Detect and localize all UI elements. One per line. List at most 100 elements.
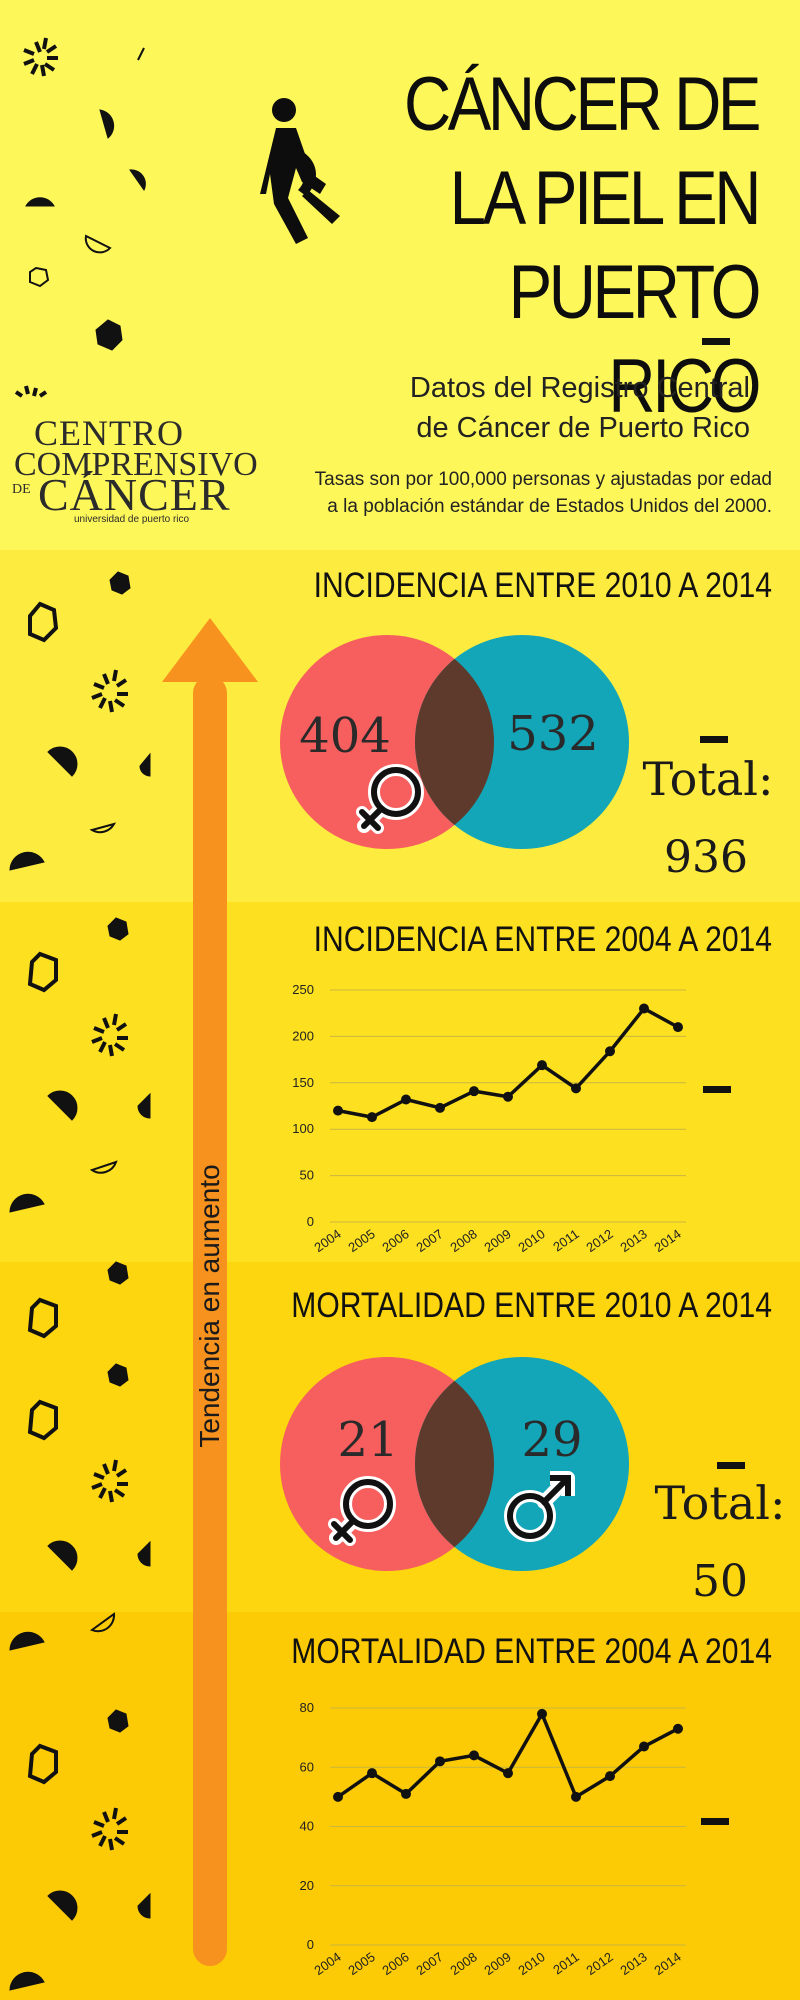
half-circle-icon [9,1971,45,1991]
sunburst-icon [14,385,48,398]
data-point [673,1022,683,1033]
arrow-shaft [193,676,227,1966]
logo: CENTRO COMPRENSIVO DE CÁNCER universidad… [12,412,258,530]
title-line: LA PIEL EN [449,156,762,241]
sunburst-icon [23,37,58,77]
arrow-head [162,618,258,682]
data-point [435,1756,445,1767]
x-tick-label: 2009 [481,1226,513,1255]
half-circle-icon [25,197,55,207]
data-point [605,1046,615,1057]
y-tick-label: 40 [300,1819,314,1834]
data-point [435,1102,445,1113]
venn-male-value: 532 [507,706,599,762]
half-circle-icon [47,1090,78,1121]
half-circle-icon [137,1892,151,1919]
hexagon-outline-icon [27,951,58,993]
hexagon-icon [109,571,131,595]
hexagon-icon [107,1363,129,1387]
y-tick-label: 200 [292,1028,314,1043]
data-point [639,1741,649,1752]
x-tick-label: 2006 [379,1949,411,1978]
y-tick-label: 250 [292,982,314,997]
series-line [336,1712,679,1799]
hexagon-icon [107,917,129,941]
y-tick-label: 0 [307,1937,314,1952]
total-value: 50 [692,1556,748,1607]
y-tick-label: 150 [292,1075,314,1090]
x-tick-label: 2014 [651,1226,683,1255]
data-point [673,1723,683,1734]
half-circle-icon [129,169,146,191]
hexagon-icon [107,1709,129,1733]
data-point [367,1768,377,1779]
dash-icon [700,736,728,743]
half-circle-icon [99,109,115,139]
data-point [367,1112,377,1123]
venn-female-value: 21 [337,1412,399,1468]
x-tick-label: 2008 [447,1226,479,1255]
y-tick-label: 20 [300,1878,314,1893]
section-title-mortality-trend: MORTALIDAD ENTRE 2004 A 2014 [291,1632,772,1671]
note-line: Tasas son por 100,000 personas y ajustad… [314,469,772,490]
data-point [469,1750,479,1761]
person-ribbon-icon [260,98,340,244]
half-circle-outline-icon [89,822,117,834]
subtitle: Datos del Registro Central de Cáncer de … [330,368,750,448]
half-circle-icon [139,752,151,777]
data-point [537,1708,547,1719]
data-point [333,1105,343,1116]
venn-overlap [415,635,494,849]
note-line: a la población estándar de Estados Unido… [327,496,772,517]
data-point [469,1086,479,1097]
data-point [401,1788,411,1799]
hexagon-outline-icon [27,1399,58,1441]
title-line: PUERTO RICO [508,250,762,429]
x-tick-label: 2013 [617,1226,649,1255]
female-symbol-icon [328,1476,396,1546]
section-title-incidence-trend: INCIDENCIA ENTRE 2004 A 2014 [313,920,772,959]
x-tick-label: 2006 [379,1226,411,1255]
x-tick-label: 2010 [515,1226,547,1255]
dash-icon [703,1086,731,1093]
hexagon-outline-icon [29,266,50,288]
x-tick-label: 2013 [617,1949,649,1978]
half-circle-icon [9,1631,45,1651]
x-tick-label: 2007 [413,1949,445,1978]
logo-line: CÁNCER [38,469,231,520]
hexagon-outline-icon [28,601,59,643]
data-point [571,1083,581,1094]
x-tick-label: 2005 [345,1226,377,1255]
logo-line: CENTRO [34,413,184,453]
x-tick-label: 2004 [311,1226,343,1255]
dash-icon [702,338,730,345]
section-title-incidence-venn: INCIDENCIA ENTRE 2010 A 2014 [313,566,772,605]
rate-note: Tasas son por 100,000 personas y ajustad… [212,466,772,520]
data-point [333,1791,343,1802]
half-circle-outline-icon [89,1612,116,1633]
y-tick-label: 80 [300,1700,314,1715]
y-tick-label: 50 [300,1168,314,1183]
half-circle-icon [47,746,78,777]
incidence-trend-band [0,902,800,1262]
total-value: 936 [664,832,748,883]
male-symbol-icon [504,1471,575,1542]
x-tick-label: 2011 [550,1226,582,1254]
dash-icon [717,1462,745,1469]
venn-female-value: 404 [299,708,391,764]
total-label: Total: [642,752,774,806]
hexagon-outline-icon [27,1297,58,1339]
subtitle-line: Datos del Registro Central [409,372,750,404]
x-tick-label: 2005 [345,1949,377,1978]
section-title-mortality-venn: MORTALIDAD ENTRE 2010 A 2014 [291,1286,772,1325]
half-circle-icon [137,1540,151,1567]
half-circle-icon [9,851,45,871]
y-tick-label: 60 [300,1759,314,1774]
hexagon-outline-icon [27,1743,58,1785]
venn-male-value: 29 [521,1412,583,1468]
data-point [537,1060,547,1071]
half-circle-icon [137,1092,151,1119]
